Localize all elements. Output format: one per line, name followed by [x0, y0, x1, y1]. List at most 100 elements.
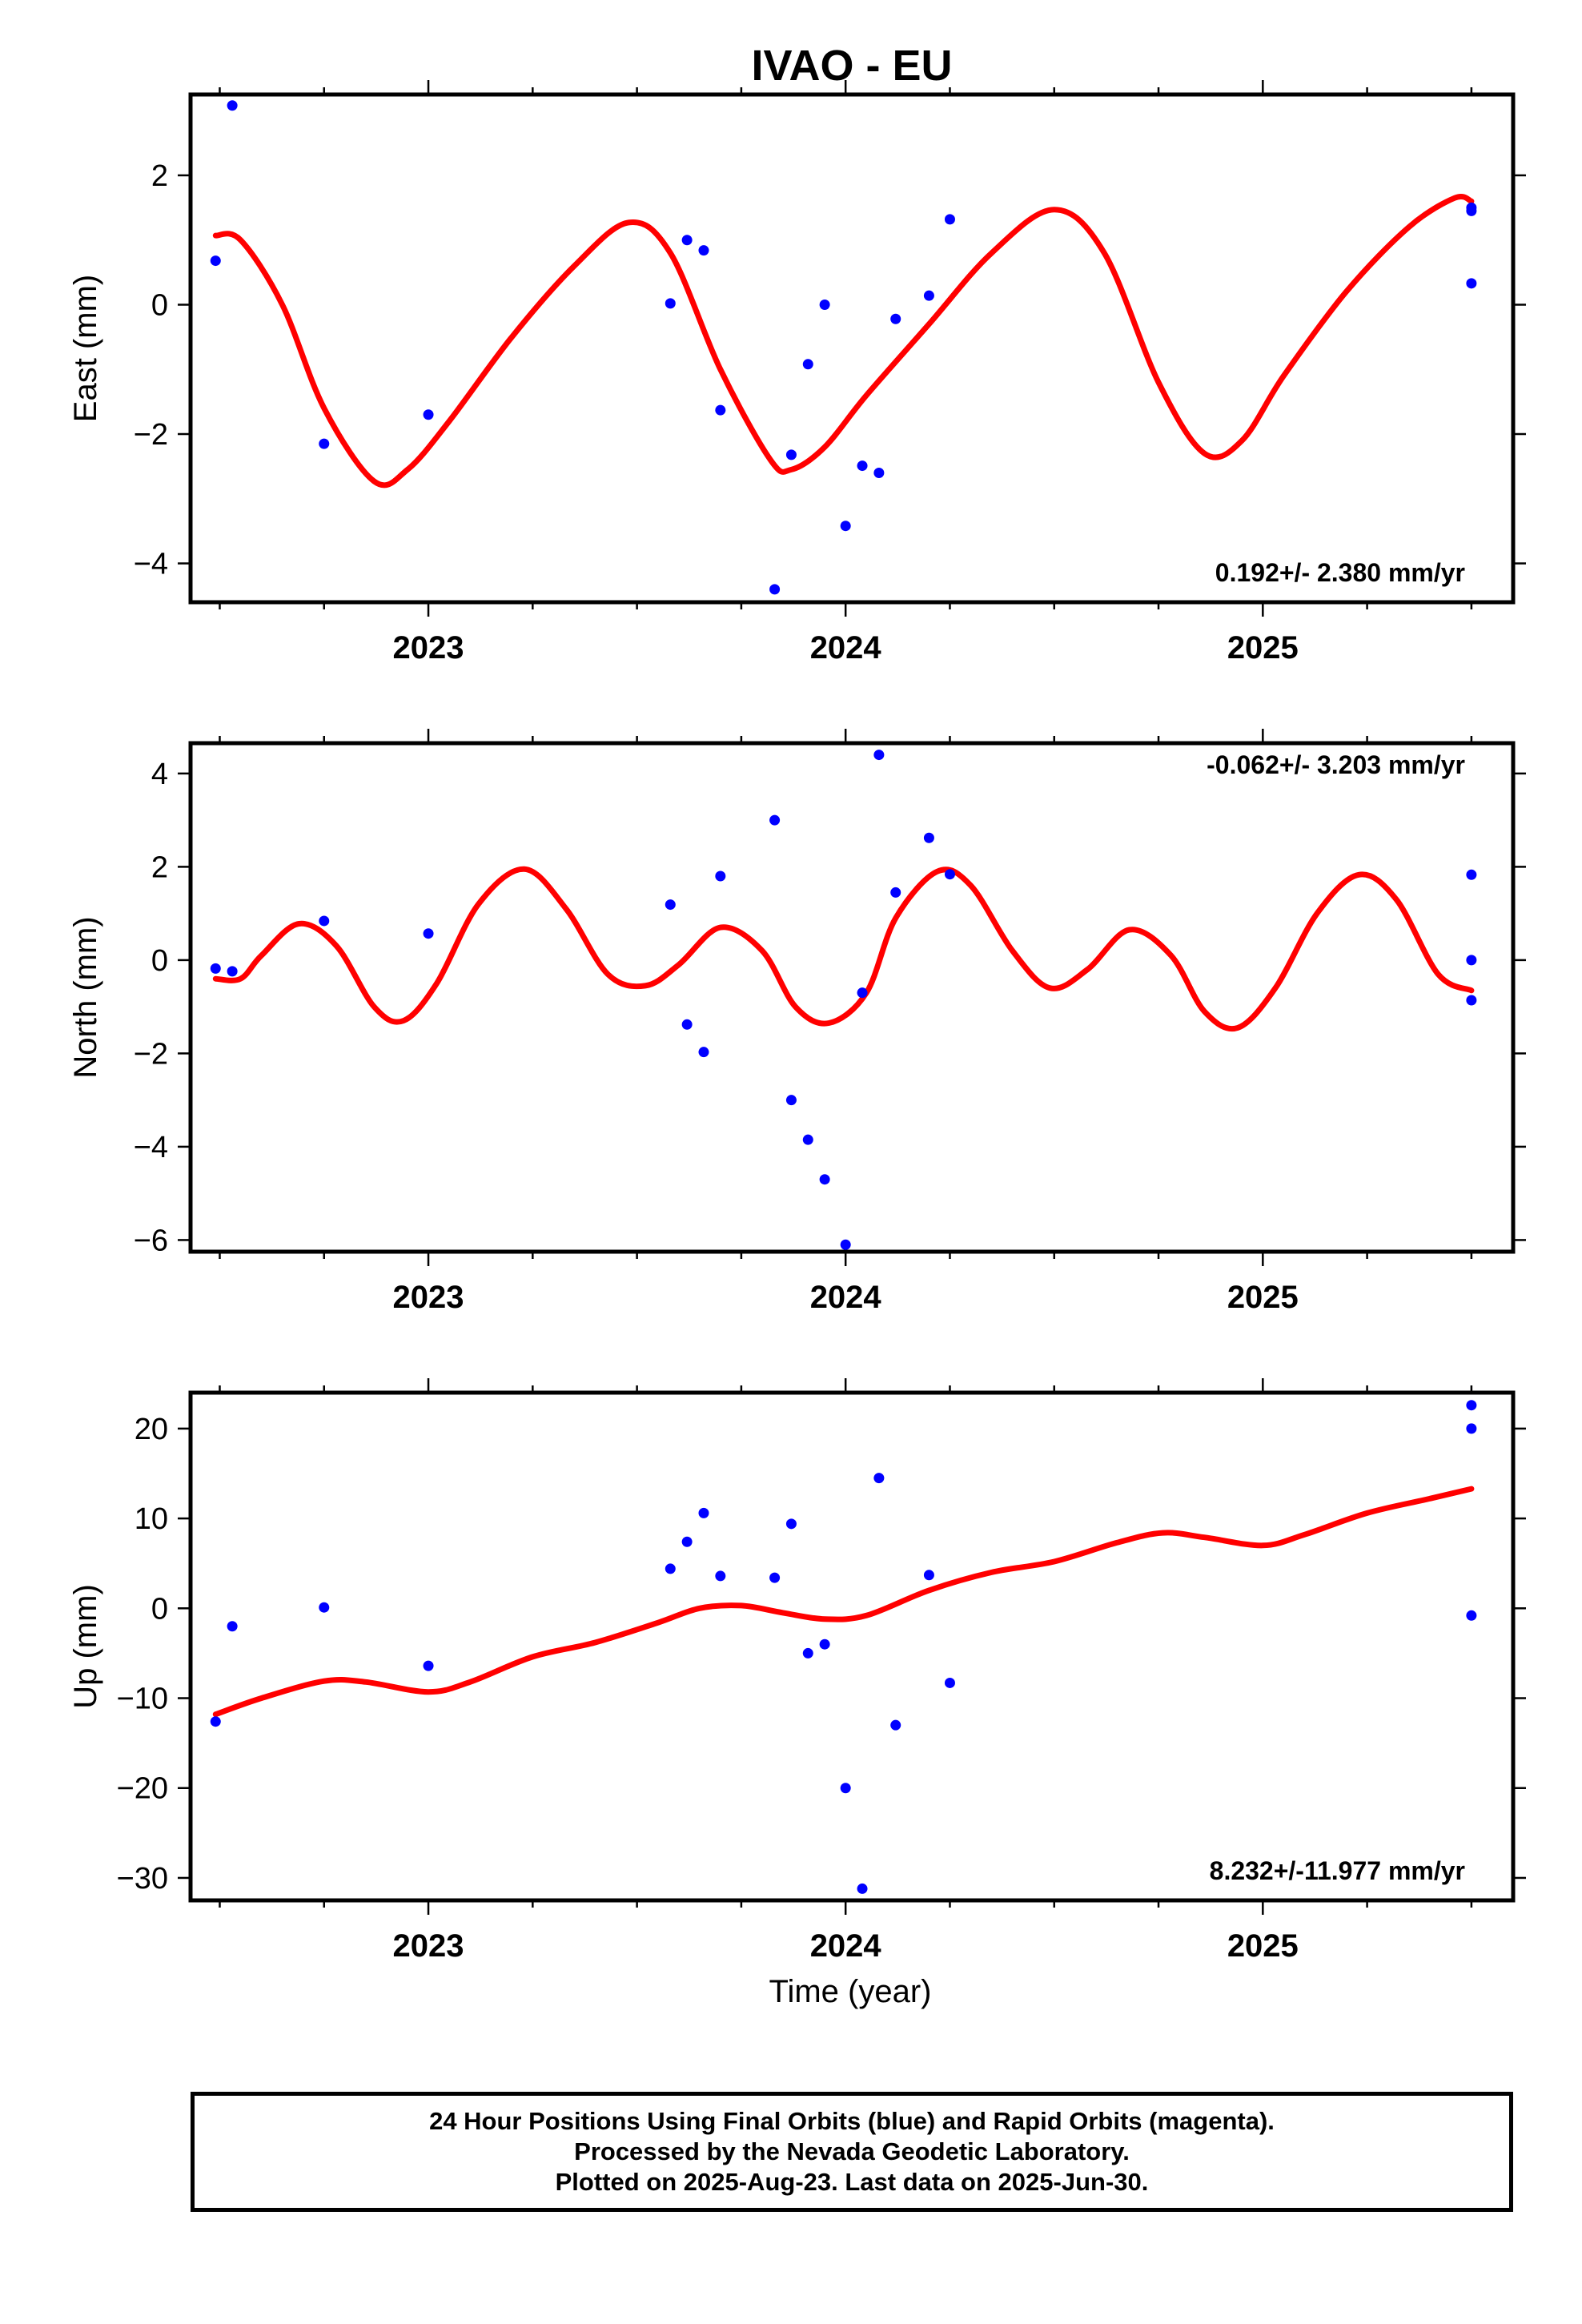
- east-data-point: [819, 299, 830, 310]
- north-data-point: [665, 899, 676, 911]
- east-data-point: [210, 255, 221, 267]
- east-y-tick-label: 2: [151, 159, 168, 193]
- up-model-curve: [212, 1486, 1475, 1718]
- north-data-point: [769, 814, 781, 826]
- north-rate-label: -0.062+/- 3.203 mm/yr: [1207, 750, 1465, 779]
- north-data-point: [923, 832, 934, 843]
- north-y-axis-label: North (mm): [68, 916, 103, 1078]
- up-data-point: [665, 1563, 676, 1574]
- up-data-point: [857, 1883, 868, 1894]
- east-x-tick-label: 2024: [810, 630, 882, 665]
- east-data-point: [698, 245, 709, 256]
- north-data-point: [698, 1047, 709, 1058]
- north-data-point: [227, 966, 238, 977]
- up-data-point: [1466, 1610, 1477, 1621]
- east-x-tick-label: 2025: [1227, 630, 1299, 665]
- up-y-axis-label: Up (mm): [68, 1584, 103, 1709]
- east-data-point: [715, 404, 726, 416]
- north-data-point: [1466, 955, 1477, 966]
- east-data-point: [319, 438, 330, 449]
- up-x-tick-label: 2023: [393, 1928, 464, 1964]
- up-data-point: [227, 1621, 238, 1632]
- north-data-point: [857, 987, 868, 999]
- east-y-tick-label: 0: [151, 288, 168, 322]
- east-y-tick-label: −2: [134, 418, 168, 452]
- east-data-point: [227, 100, 238, 111]
- east-data-point: [944, 214, 955, 225]
- east-data-point: [802, 359, 813, 370]
- east-data-point: [923, 290, 934, 301]
- up-y-tick-label: 0: [151, 1592, 168, 1626]
- north-data-point: [840, 1239, 851, 1250]
- footer-line-2: Processed by the Nevada Geodetic Laborat…: [574, 2137, 1130, 2165]
- up-data-point: [819, 1638, 830, 1650]
- east-panel: 2023 2024 2025 2 0 −2 −4 East (mm) 0.192+/- 2.38…: [68, 80, 1526, 665]
- up-panel: 2023 2024 2025 20 10 0 −10 −20 −30 Up (mm) 8.232+/…: [68, 1378, 1526, 1964]
- up-rate-label: 8.232+/-11.977 mm/yr: [1210, 1856, 1465, 1885]
- up-x-tick-label: 2024: [810, 1928, 882, 1964]
- north-model-curve: [212, 866, 1475, 1032]
- north-y-tick-label: −2: [134, 1037, 168, 1071]
- east-x-tick-label: 2023: [393, 630, 464, 665]
- north-data-point: [319, 915, 330, 927]
- up-data-point: [715, 1570, 726, 1582]
- north-data-point: [890, 887, 901, 898]
- up-data-point: [681, 1536, 693, 1547]
- east-plot-frame: [188, 92, 1516, 605]
- up-plot-frame: [188, 1390, 1516, 1903]
- footer-info-box: 24 Hour Positions Using Final Orbits (bl…: [191, 2092, 1513, 2212]
- north-y-tick-label: 0: [151, 944, 168, 978]
- north-y-tick-label: 2: [151, 850, 168, 884]
- north-data-point: [1466, 995, 1477, 1006]
- up-data-point: [802, 1647, 813, 1659]
- north-data-point: [785, 1095, 797, 1106]
- east-model-curve: [212, 193, 1475, 489]
- footer-line-1: 24 Hour Positions Using Final Orbits (bl…: [429, 2107, 1275, 2135]
- north-y-tick-label: 4: [151, 758, 168, 791]
- up-data-point: [785, 1518, 797, 1530]
- north-panel: 2023 2024 2025 4 2 0 −2 −4 −6 North (mm) -0.062+/-…: [68, 729, 1526, 1315]
- north-data-point: [819, 1174, 830, 1185]
- up-data-point: [944, 1677, 955, 1688]
- up-data-point: [923, 1570, 934, 1581]
- up-y-tick-label: −20: [117, 1772, 168, 1806]
- north-data-point: [681, 1019, 693, 1030]
- up-data-point: [210, 1716, 221, 1727]
- north-data-point: [1466, 869, 1477, 880]
- north-data-point: [715, 870, 726, 882]
- up-x-tick-label: 2025: [1227, 1928, 1299, 1964]
- east-y-tick-label: −4: [134, 548, 168, 581]
- east-data-point: [873, 467, 885, 478]
- north-x-tick-label: 2023: [393, 1280, 464, 1315]
- east-data-point: [1466, 202, 1477, 213]
- up-data-point: [873, 1473, 885, 1484]
- up-y-tick-label: −30: [117, 1862, 168, 1896]
- up-data-point: [769, 1572, 781, 1583]
- east-y-axis-label: East (mm): [68, 275, 103, 422]
- east-data-point: [857, 460, 868, 472]
- north-data-point: [802, 1134, 813, 1145]
- east-data-point: [423, 409, 434, 420]
- up-y-tick-label: −10: [117, 1683, 168, 1716]
- north-y-tick-label: −4: [134, 1131, 168, 1164]
- north-data-point: [423, 928, 434, 939]
- north-x-tick-label: 2024: [810, 1280, 882, 1315]
- north-y-tick-label: −6: [134, 1224, 168, 1257]
- chart-title: IVAO - EU: [751, 42, 952, 90]
- footer-line-3: Plotted on 2025-Aug-23. Last data on 202…: [555, 2168, 1149, 2196]
- north-plot-frame: [188, 741, 1516, 1254]
- up-y-tick-label: 10: [135, 1502, 168, 1536]
- north-data-point: [873, 750, 885, 761]
- east-data-point: [890, 313, 901, 324]
- east-data-point: [1466, 278, 1477, 289]
- north-data-point: [944, 869, 955, 880]
- east-data-point: [785, 449, 797, 460]
- up-data-point: [423, 1660, 434, 1671]
- east-data-point: [840, 521, 851, 532]
- east-data-point: [769, 584, 781, 595]
- up-data-point: [319, 1602, 330, 1613]
- up-y-tick-label: 20: [135, 1413, 168, 1446]
- up-data-point: [890, 1719, 901, 1731]
- north-x-tick-label: 2025: [1227, 1280, 1299, 1315]
- up-data-point: [698, 1507, 709, 1518]
